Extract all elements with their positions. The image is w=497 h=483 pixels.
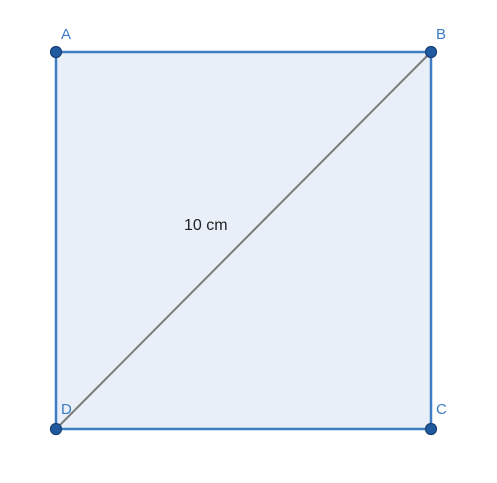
vertex-label-d: D — [61, 401, 72, 418]
vertex-label-a: A — [61, 26, 71, 43]
vertex-point-d[interactable] — [49, 422, 63, 436]
vertex-point-c[interactable] — [424, 422, 438, 436]
vertex-point-a[interactable] — [49, 45, 63, 59]
vertex-label-c: C — [436, 401, 447, 418]
vertex-label-b: B — [436, 26, 446, 43]
vertex-point-b[interactable] — [424, 45, 438, 59]
diagonal-db — [55, 51, 432, 430]
diagonal-length-label: 10 cm — [184, 217, 228, 234]
